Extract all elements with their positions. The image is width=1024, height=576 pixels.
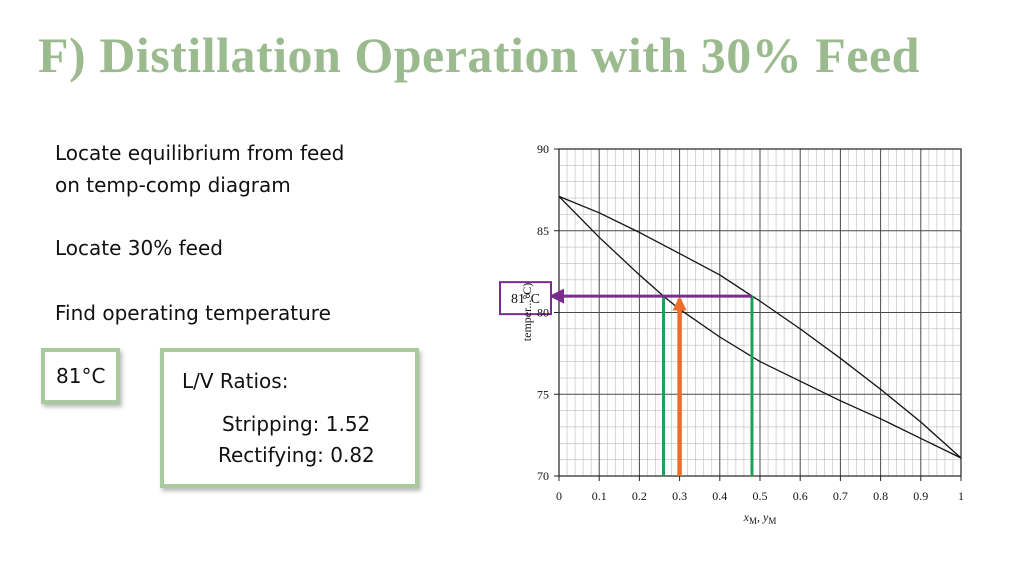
x-tick-label: 1 bbox=[958, 489, 964, 503]
y-tick-label: 70 bbox=[537, 469, 549, 483]
x-tick-label: 0.8 bbox=[873, 489, 888, 503]
bubble-curve-line bbox=[558, 195, 962, 459]
y-tick-label: 90 bbox=[537, 142, 549, 156]
x-tick-label: 0.4 bbox=[712, 489, 727, 503]
chart-grid bbox=[554, 148, 962, 481]
y-tick-label: 80 bbox=[537, 306, 549, 320]
chart-text: 0 0.1 0.2 0.3 0.4 0.5 0.6 0.7 0.8 0.9 1 70 75 80 85 90 x… bbox=[520, 142, 964, 526]
instruction-locate-feed: Locate 30% feed bbox=[55, 236, 223, 260]
x-tick-label: 0.1 bbox=[592, 489, 607, 503]
x-axis-label: xM, yM bbox=[743, 510, 777, 526]
y-axis-label: temper...°C) bbox=[520, 283, 534, 341]
x-tick-label: 0.2 bbox=[632, 489, 647, 503]
x-tick-label: 0.7 bbox=[833, 489, 848, 503]
chart-curves bbox=[558, 195, 962, 459]
operating-temp-label: 81°C bbox=[511, 292, 540, 307]
temperature-answer: 81°C bbox=[56, 364, 106, 388]
instruction-line-1: Locate equilibrium from feed bbox=[55, 141, 345, 165]
x-tick-label: 0.6 bbox=[793, 489, 808, 503]
x-tick-label: 0.5 bbox=[753, 489, 768, 503]
slide-title: F) Distillation Operation with 30% Feed bbox=[38, 27, 920, 83]
x-tick-label: 0.3 bbox=[672, 489, 687, 503]
instruction-find-temp: Find operating temperature bbox=[55, 301, 331, 325]
temperature-answer-box: 81°C bbox=[41, 348, 120, 404]
operating-temp-label-box bbox=[499, 281, 552, 316]
x-tick-label: 0.9 bbox=[913, 489, 928, 503]
stripping-ratio: Stripping: 1.52 bbox=[222, 412, 371, 436]
y-tick-label: 85 bbox=[537, 224, 549, 238]
lv-ratios-heading: L/V Ratios: bbox=[182, 369, 289, 393]
dew-curve-line bbox=[558, 195, 962, 459]
instruction-line-2: on temp-comp diagram bbox=[55, 173, 291, 197]
chart-annotations: 81°C bbox=[499, 281, 754, 476]
lv-ratios-box: L/V Ratios: Stripping: 1.52 Rectifying: … bbox=[160, 348, 419, 488]
x-tick-label: 0 bbox=[556, 489, 562, 503]
rectifying-ratio: Rectifying: 0.82 bbox=[218, 443, 375, 467]
y-tick-label: 75 bbox=[537, 387, 549, 401]
